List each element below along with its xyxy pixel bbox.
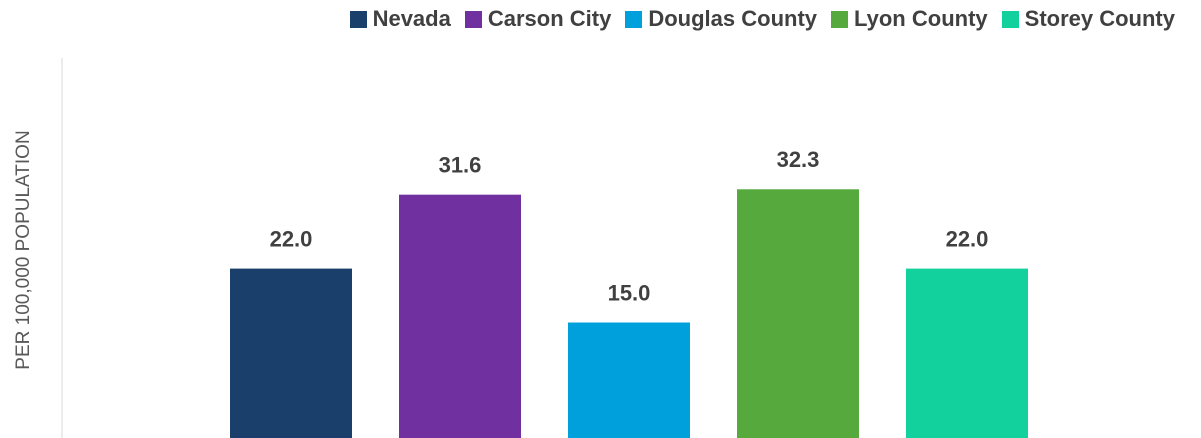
legend: Nevada Carson City Douglas County Lyon Coun… xyxy=(349,6,1175,32)
legend-item: Douglas County xyxy=(625,6,817,32)
bar xyxy=(906,268,1028,438)
legend-item: Nevada xyxy=(349,6,451,32)
data-label: 32.3 xyxy=(777,147,820,172)
data-label: 22.0 xyxy=(270,226,313,251)
legend-swatch xyxy=(464,10,482,28)
bar xyxy=(230,268,352,438)
legend-item: Storey County xyxy=(1001,6,1175,32)
y-axis-label: PER 100,000 POPULATION xyxy=(13,130,34,369)
data-label: 15.0 xyxy=(608,280,651,305)
legend-swatch xyxy=(625,10,643,28)
legend-swatch xyxy=(831,10,849,28)
data-label: 31.6 xyxy=(439,152,482,177)
legend-swatch xyxy=(349,10,367,28)
bar xyxy=(568,322,690,438)
bar xyxy=(737,189,859,438)
legend-label: Storey County xyxy=(1024,6,1175,31)
legend-label: Nevada xyxy=(372,6,451,31)
legend-swatch xyxy=(1001,10,1019,28)
legend-item: Carson City xyxy=(464,6,612,32)
legend-label: Carson City xyxy=(487,6,612,31)
bar xyxy=(399,194,521,438)
legend-label: Douglas County xyxy=(648,6,818,31)
legend-item: Lyon County xyxy=(831,6,988,32)
legend-label: Lyon County xyxy=(854,6,988,31)
data-label: 22.0 xyxy=(946,226,989,251)
